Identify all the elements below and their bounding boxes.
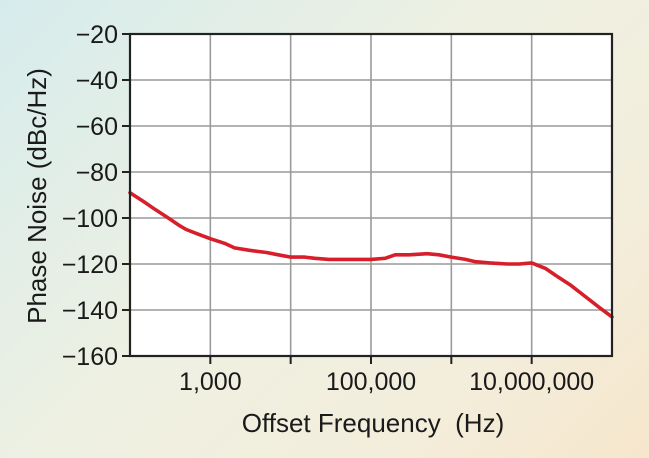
y-tick-label: −120	[62, 251, 118, 279]
plot-frame	[128, 32, 614, 358]
series-layer	[128, 190, 614, 319]
y-tick-label: −20	[76, 21, 118, 49]
y-tick-label: −60	[76, 113, 118, 141]
y-tick-label: −80	[76, 159, 118, 187]
y-axis-label: Phase Noise (dBc/Hz)	[22, 68, 52, 324]
y-tick-label: −40	[76, 67, 118, 95]
x-tick-label: 10,000,000	[469, 368, 594, 396]
y-tick-labels: −20 −40 −60 −80 −100 −120 −140 −160	[62, 21, 118, 371]
phase-noise-line	[128, 190, 614, 319]
x-axis-label: Offset Frequency (Hz)	[242, 408, 505, 438]
grid-lines	[122, 33, 612, 364]
y-tick-label: −140	[62, 297, 118, 325]
y-tick-label: −160	[62, 343, 118, 371]
x-tick-label: 100,000	[326, 368, 416, 396]
x-tick-labels: 1,000 100,000 10,000,000	[179, 368, 594, 396]
y-tick-label: −100	[62, 205, 118, 233]
x-tick-label: 1,000	[179, 368, 242, 396]
